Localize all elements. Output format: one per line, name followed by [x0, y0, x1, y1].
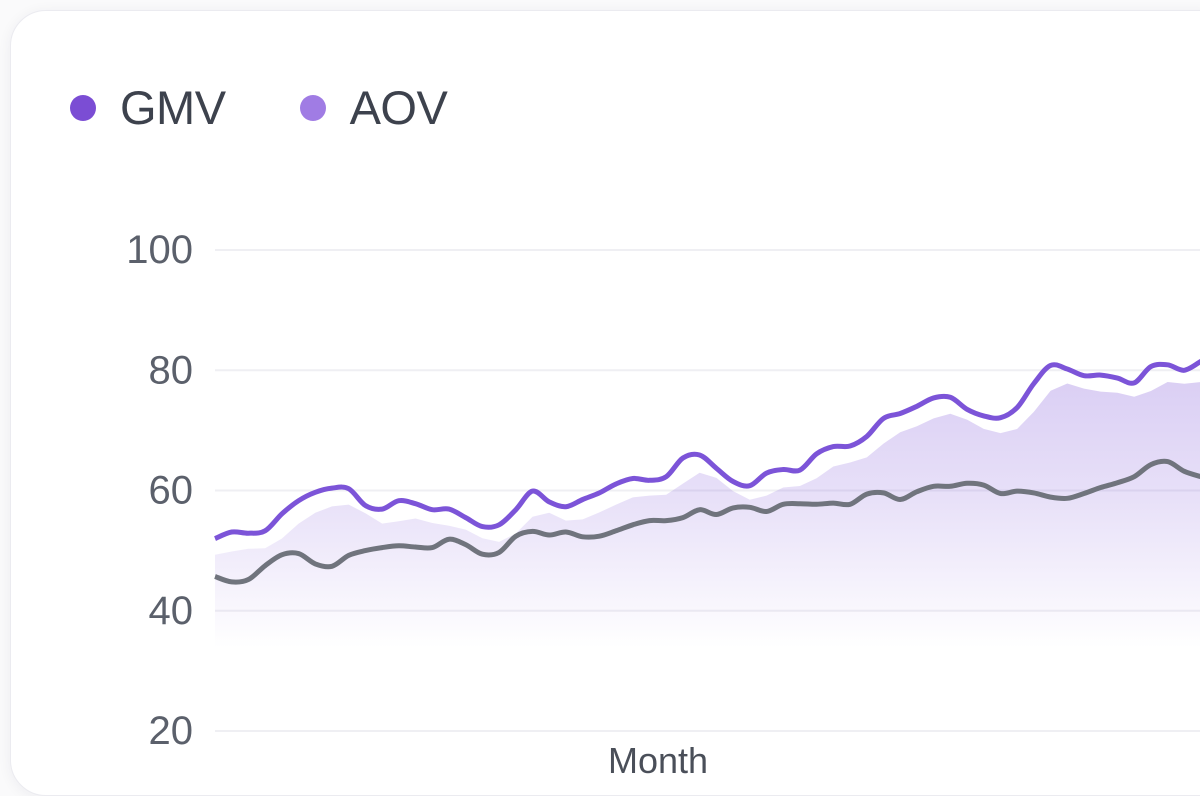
aov-legend-dot-icon [299, 94, 326, 121]
gmv-gradient-area [215, 382, 1200, 756]
aov-legend-label: AOV [349, 81, 448, 134]
y-tick-label-60: 60 [149, 469, 194, 513]
gmv-legend-dot-icon [70, 94, 96, 121]
gmv-aov-area-chart[interactable]: 100 80 60 40 20 [0, 0, 1200, 756]
y-tick-label-100: 100 [126, 228, 193, 272]
y-tick-label-80: 80 [149, 348, 194, 392]
legend-item-aov[interactable]: AOV [299, 81, 448, 134]
y-tick-label-40: 40 [149, 589, 194, 633]
gmv-legend-label: GMV [120, 81, 226, 134]
y-tick-label-20: 20 [149, 709, 194, 753]
legend-item-gmv[interactable]: GMV [70, 84, 226, 131]
chart-legend: GMV AOV [70, 81, 448, 134]
x-axis-title: Month [607, 740, 709, 781]
aov-line [214, 458, 1200, 585]
gmv-line [214, 358, 1200, 541]
